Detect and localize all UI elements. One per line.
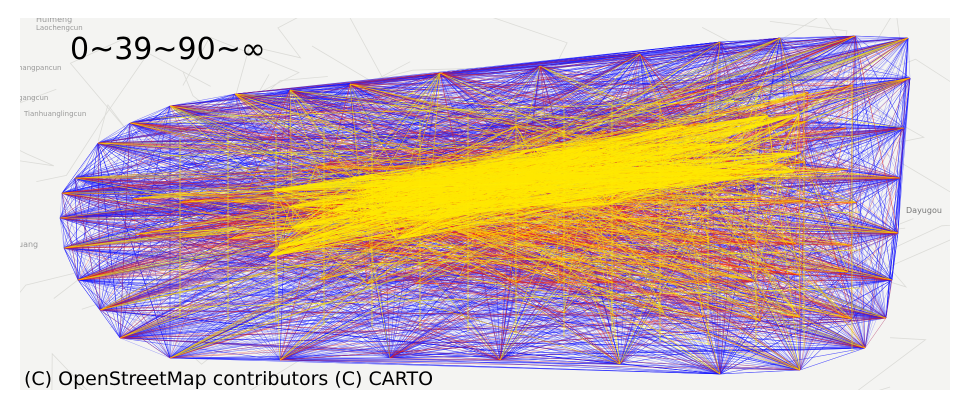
- place-label-dayugou: Dayugou: [906, 206, 942, 215]
- place-label-changpancun: hangpancun: [20, 64, 62, 72]
- place-label-tianhuanglingcun: Tianhuanglingcun: [24, 110, 87, 118]
- place-label-uang: uang: [20, 240, 39, 249]
- flow-lines-high: [59, 35, 911, 375]
- map-canvas[interactable]: Huimeng Laochengcun hangpancun gangcun T…: [20, 18, 950, 390]
- place-label-huimeng: Huimeng: [36, 18, 73, 24]
- place-label-gangcun: gangcun: [20, 94, 49, 102]
- od-flow-layer: [20, 18, 950, 390]
- flow-class-legend: 0~39~90~∞: [70, 32, 266, 67]
- map-attribution: (C) OpenStreetMap contributors (C) CARTO: [24, 368, 434, 390]
- place-label-laochengcun: Laochengcun: [36, 24, 83, 32]
